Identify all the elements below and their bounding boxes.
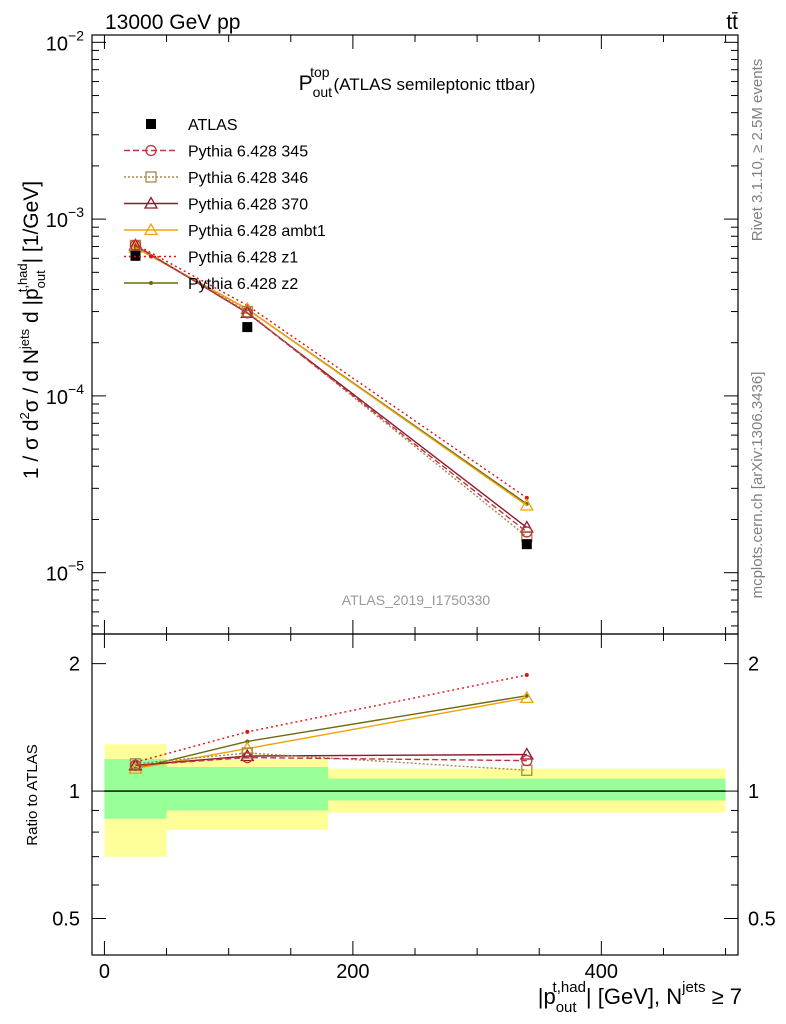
legend-label-z1: Pythia 6.428 z1 <box>188 250 298 267</box>
plot-title: Pout top(ATLAS semileptonic ttbar) <box>299 64 536 100</box>
data-point-p345-2 <box>521 526 533 538</box>
uncertainty-band-stat-2 <box>328 778 726 801</box>
legend-marker-p345 <box>145 144 157 157</box>
ratio-line-z1 <box>135 674 527 763</box>
series-line-p346 <box>135 244 528 538</box>
main-y-axis-label: 1 / σ d2σ / d Njets d |poutt,had| [1/GeV… <box>15 181 48 479</box>
uncertainty-band-stat-1 <box>166 766 329 811</box>
ratio-y-tick-label: 2 <box>69 654 80 676</box>
plot-title-sub: out <box>313 84 333 100</box>
ratio-point-p345-0 <box>129 759 142 772</box>
rivet-version-label: Rivet 3.1.10, ≥ 2.5M events <box>749 59 766 242</box>
x-tick-label: 0 <box>99 961 110 983</box>
legend: ATLAS Pythia 6.428 345 Pythia 6.428 346 Pyt… <box>124 117 326 293</box>
data-point-atlas-1 <box>242 322 253 333</box>
legend-label-atlas: ATLAS <box>188 117 238 134</box>
legend-marker-p346 <box>145 171 157 183</box>
ratio-y-tick-label-right: 1 <box>748 781 759 803</box>
legend-label-ambt1: Pythia 6.428 ambt1 <box>188 223 326 240</box>
x-tick-label: 400 <box>585 961 618 983</box>
mcplots-label: mcplots.cern.ch [arXiv:1306.3436] <box>749 372 766 599</box>
ratio-y-tick-label-right: 2 <box>748 654 759 676</box>
data-point-z1-2 <box>524 495 529 500</box>
legend-entry-p370: Pythia 6.428 370 <box>124 196 308 214</box>
y-tick-label: 10−5 <box>46 558 84 586</box>
legend-marker-ambt1 <box>143 222 159 236</box>
data-point-ambt1-2 <box>519 498 534 511</box>
ratio-series-p345 <box>129 751 533 772</box>
header-process-label: tt̄ <box>726 11 738 34</box>
y-tick-label: 10−4 <box>46 381 84 409</box>
legend-entry-ambt1: Pythia 6.428 ambt1 <box>124 222 326 240</box>
ratio-point-ambt1-2 <box>519 690 534 704</box>
legend-entry-atlas: ATLAS <box>146 117 238 134</box>
legend-marker-p370 <box>143 196 159 209</box>
series-p345 <box>129 239 533 538</box>
ratio-panel: 0.5 0.5 1 1 2 2 0 200 400 <box>52 633 776 983</box>
ratio-line-p345 <box>135 756 527 767</box>
ratio-point-p370-1 <box>240 748 255 762</box>
legend-entry-p345: Pythia 6.428 345 <box>124 144 308 161</box>
plot-title-rest: (ATLAS semileptonic ttbar) <box>334 75 536 94</box>
ratio-point-p345-1 <box>241 751 253 764</box>
ratio-series-z2 <box>133 693 529 771</box>
ratio-point-p370-2 <box>519 747 534 760</box>
legend-marker-atlas <box>146 119 156 129</box>
legend-label-z2: Pythia 6.428 z2 <box>188 276 298 293</box>
ratio-point-z1-1 <box>245 729 250 734</box>
ratio-y-tick-label-right: 0.5 <box>748 909 776 931</box>
data-point-p345-1 <box>241 307 253 319</box>
data-point-p345-0 <box>129 239 142 252</box>
x-axis-label: |poutt,had| [GeV], Njets ≥ 7 <box>538 979 742 1016</box>
y-tick-label: 10−2 <box>46 27 84 55</box>
legend-marker-z1 <box>149 254 153 259</box>
ratio-point-z1-2 <box>524 673 529 678</box>
header-energy-label: 13000 GeV pp <box>105 11 240 34</box>
plot-title-sup: top <box>310 64 330 80</box>
y-tick-label: 10−3 <box>46 204 84 232</box>
plot-title-main: P <box>299 72 313 95</box>
legend-label-p345: Pythia 6.428 345 <box>188 144 308 161</box>
x-tick-label: 200 <box>336 961 369 983</box>
ratio-point-p345-2 <box>521 755 533 767</box>
series-line-p345 <box>135 244 528 533</box>
series-atlas <box>130 250 532 550</box>
legend-label-p346: Pythia 6.428 346 <box>188 170 308 187</box>
main-panel: ATLAS_2019_I1750330 Pout top(ATLAS semile… <box>46 27 739 635</box>
ratio-series-z1 <box>133 673 529 765</box>
data-point-atlas-2 <box>521 539 532 550</box>
ratio-y-tick-label: 1 <box>69 781 80 803</box>
ratio-y-axis-label: Ratio to ATLAS <box>24 744 41 845</box>
analysis-watermark: ATLAS_2019_I1750330 <box>342 592 491 608</box>
ratio-y-tick-label: 0.5 <box>52 909 80 931</box>
ratio-point-ambt1-0 <box>128 761 143 774</box>
legend-entry-z2: Pythia 6.428 z2 <box>124 276 298 293</box>
legend-entry-p346: Pythia 6.428 346 <box>124 170 308 187</box>
legend-label-p370: Pythia 6.428 370 <box>188 197 308 214</box>
legend-entry-z1: Pythia 6.428 z1 <box>124 250 298 267</box>
legend-marker-z2 <box>149 281 153 285</box>
